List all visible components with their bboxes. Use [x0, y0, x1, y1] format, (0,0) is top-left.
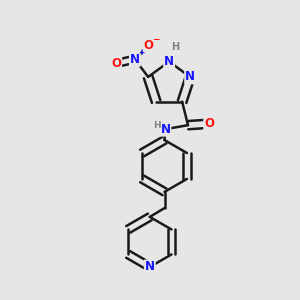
Text: O: O	[143, 39, 153, 52]
Text: O: O	[111, 57, 121, 70]
Text: −: −	[152, 35, 159, 44]
Text: H: H	[153, 121, 161, 130]
Text: N: N	[164, 55, 174, 68]
Text: +: +	[138, 48, 145, 57]
Text: H: H	[171, 41, 179, 52]
Text: N: N	[130, 53, 140, 66]
Text: N: N	[145, 260, 155, 274]
Text: N: N	[160, 123, 170, 136]
Text: O: O	[204, 117, 214, 130]
Text: N: N	[185, 70, 195, 83]
